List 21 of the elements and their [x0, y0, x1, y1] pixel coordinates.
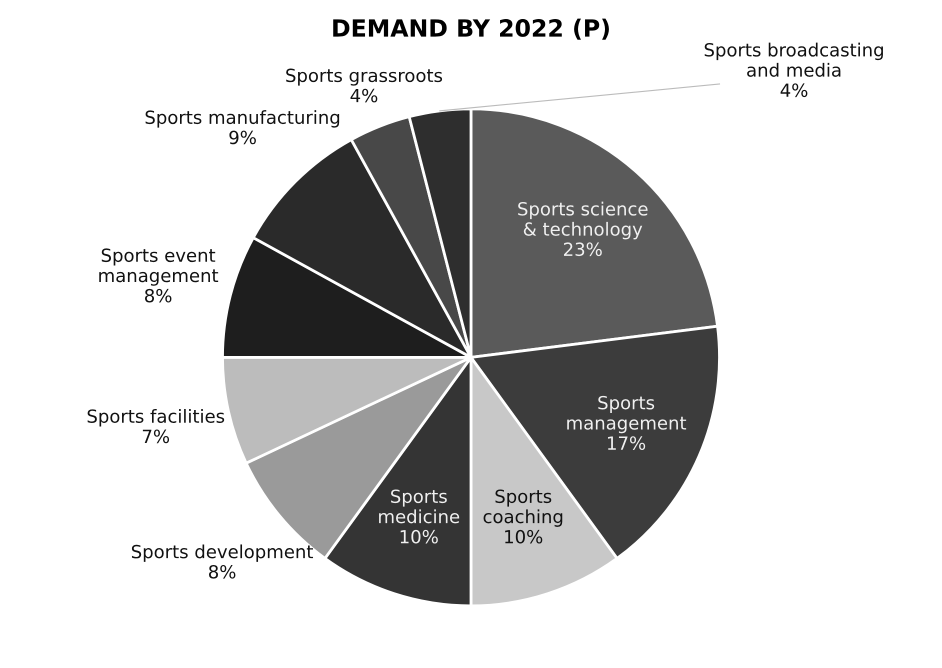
slice-label: Sports broadcasting and media — [704, 42, 883, 77]
data-label: 17% — [608, 436, 646, 450]
chart-title: DEMAND BY 2022 (P) — [333, 18, 609, 40]
slice-label: Sports manufacturing — [146, 110, 340, 128]
slice-label: Sports development — [132, 544, 314, 562]
data-label: 8% — [208, 564, 236, 579]
slice-label: Sports event management — [99, 248, 218, 286]
slice-label: Sports facilities — [88, 409, 224, 426]
slice-label: Sports medicine — [379, 489, 460, 524]
data-label: 8% — [145, 288, 172, 302]
slice-label: Sports management — [567, 396, 686, 434]
data-label: 7% — [142, 430, 170, 444]
slice-label: Sports coaching — [484, 489, 562, 527]
data-label: 4% — [780, 83, 808, 98]
data-label: 9% — [229, 130, 256, 144]
data-label: 10% — [400, 530, 438, 544]
slice-label: Sports science & technology — [518, 202, 648, 240]
data-label: 23% — [564, 242, 602, 256]
data-label: 4% — [350, 88, 378, 102]
data-label: 10% — [505, 530, 542, 544]
slice-label: Sports grassroots — [286, 68, 442, 86]
